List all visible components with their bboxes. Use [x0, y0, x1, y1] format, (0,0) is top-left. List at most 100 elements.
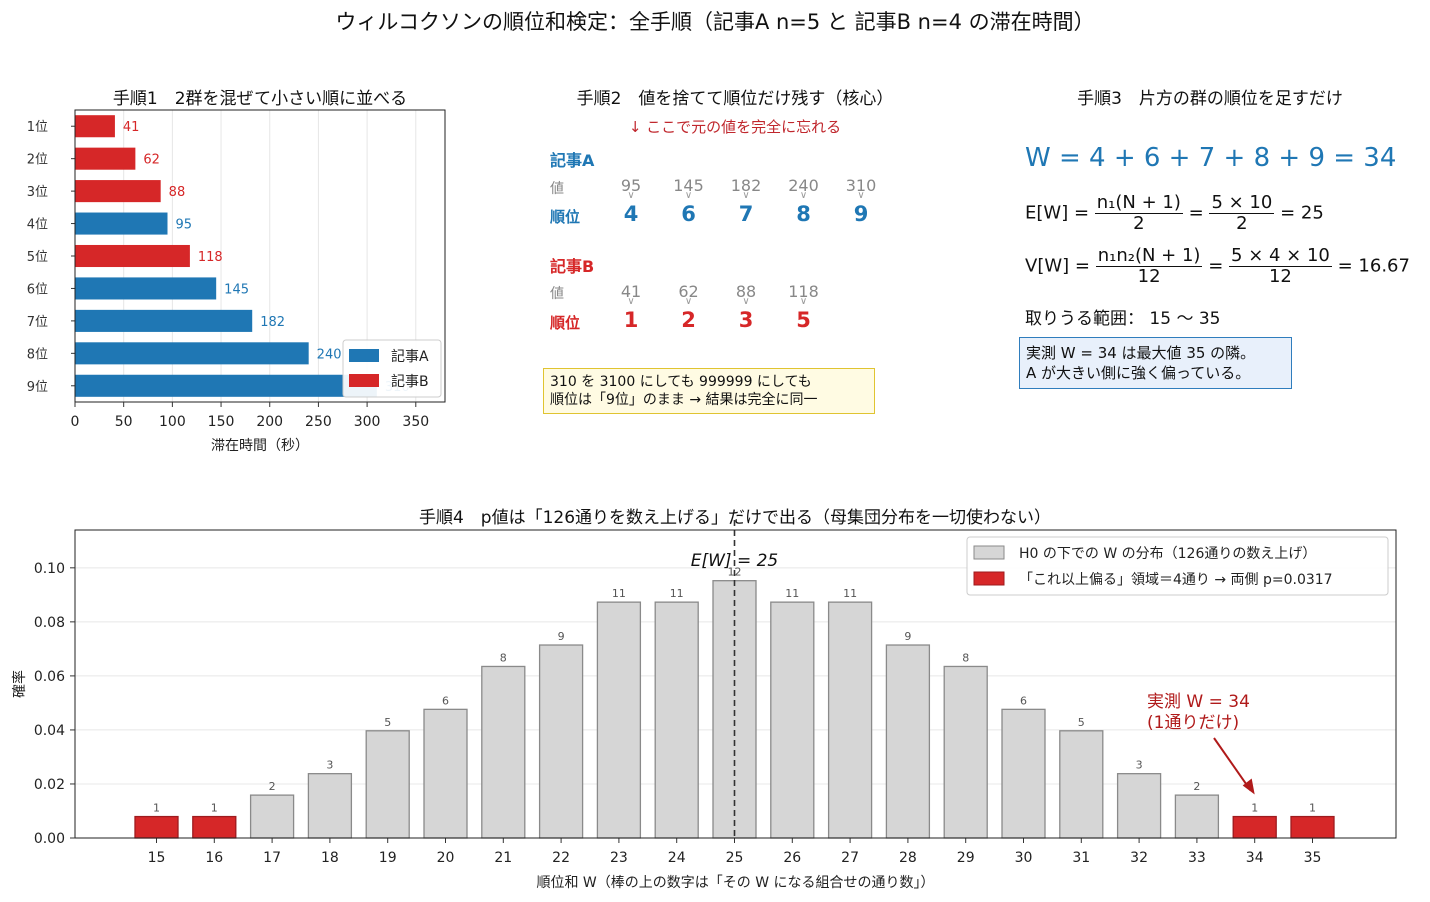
x-tick-label: 250 — [305, 414, 332, 430]
distribution-bar — [596, 601, 642, 839]
panel3-title: 手順3 片方の群の順位を足すだけ — [1077, 89, 1343, 109]
bar — [75, 309, 253, 332]
panel4-plot: 1151162173185196208219221123112412251126… — [11, 520, 1397, 891]
distribution-bar — [712, 580, 757, 839]
bar — [75, 342, 309, 365]
distribution-bar — [423, 708, 468, 839]
legend-swatch-b — [349, 374, 379, 387]
distribution-bar — [192, 815, 237, 839]
x-tick-label: 33 — [1188, 850, 1206, 866]
x-tick-label: 50 — [115, 414, 133, 430]
bar — [75, 277, 217, 300]
bar-value-label: 182 — [260, 315, 285, 330]
y-tick-label: 1位 — [27, 120, 48, 135]
bar-value-label: 240 — [317, 347, 342, 362]
arrow-down-icon: ∨ — [684, 296, 693, 307]
bar-count-label: 5 — [1078, 716, 1085, 729]
bar-value-label: 88 — [169, 185, 186, 200]
arrow-down-icon: ∨ — [742, 296, 750, 307]
x-tick-label: 24 — [668, 850, 686, 866]
x-tick-label: 35 — [1304, 850, 1322, 866]
expected-frac1: n₁(N + 1) 2 — [1094, 192, 1183, 234]
bar-count-label: 11 — [612, 587, 626, 600]
x-tick-label: 150 — [208, 414, 235, 430]
legend-label-b: 記事B — [391, 373, 429, 390]
arrow-down-icon: ∨ — [684, 190, 693, 201]
variance-frac2: 5 × 4 × 10 12 — [1229, 246, 1332, 287]
bar-count-label: 1 — [1309, 802, 1316, 815]
rank-value: 2 — [681, 308, 696, 332]
distribution-bar — [943, 665, 988, 839]
expected-den1: 2 — [1133, 213, 1145, 234]
bar-count-label: 9 — [558, 630, 565, 643]
x-tick-label: 19 — [379, 850, 397, 866]
distribution-bar — [1059, 730, 1104, 839]
distribution-bar — [481, 665, 526, 839]
distribution-bar — [770, 601, 815, 839]
bar-count-label: 11 — [785, 587, 799, 600]
bar — [75, 244, 190, 268]
bar — [75, 115, 115, 138]
rank-invariance-note: 310 を 3100 にしても 999999 にしても 順位は「9位」のまま →… — [543, 368, 875, 414]
distribution-bar — [249, 794, 295, 839]
variance-lhs: V[W] = — [1025, 255, 1090, 277]
original-value: 88 — [735, 282, 757, 301]
variance-num2: 5 × 4 × 10 — [1229, 245, 1332, 267]
observed-w-line1: 実測 W = 34 は最大値 35 の隣。 — [1026, 344, 1256, 362]
expected-label: E[W] = 25 — [691, 551, 779, 571]
observed-arrow — [1213, 737, 1252, 792]
panel1-chart: 411位622位883位954位1185位1456位1827位2408位3109… — [27, 109, 446, 454]
rank-value: 6 — [681, 202, 696, 226]
bar-count-label: 6 — [442, 694, 449, 707]
expected-den2: 2 — [1236, 213, 1248, 234]
distribution-bar — [1001, 708, 1046, 839]
x-tick-label: 28 — [899, 850, 917, 866]
arrow-down-icon: ∨ — [627, 296, 635, 307]
bar — [75, 212, 168, 235]
bar-value-label: 41 — [123, 120, 140, 135]
distribution-bar — [885, 644, 931, 839]
x-axis-label: 順位和 W（棒の上の数字は「その W になる組合せの通り数」） — [536, 875, 934, 891]
x-tick-label: 16 — [205, 850, 223, 866]
rank-value: 1 — [623, 308, 639, 332]
y-tick-label: 9位 — [27, 380, 48, 395]
observed-w-note: 実測 W = 34 は最大値 35 の隣。 A が大きい側に強く偏っている。 — [1019, 337, 1292, 389]
x-tick-label: 31 — [1072, 850, 1090, 866]
expected-num2: 5 × 10 — [1209, 192, 1275, 214]
x-tick-label: 17 — [263, 850, 281, 866]
y-tick-label: 8位 — [27, 347, 48, 362]
original-value: 95 — [620, 176, 642, 195]
bar-count-label: 2 — [269, 780, 276, 793]
y-tick-label: 0.08 — [34, 615, 65, 631]
distribution-bar — [365, 730, 410, 839]
y-axis-label: 確率 — [11, 670, 28, 698]
variance-formula: V[W] = n₁n₂(N + 1) 12 = 5 × 4 × 10 12 = … — [1025, 245, 1410, 287]
expected-formula: E[W] = n₁(N + 1) 2 = 5 × 10 2 = 25 — [1025, 192, 1324, 234]
expected-num1: n₁(N + 1) — [1094, 192, 1183, 214]
group-b-value-label: 値 — [550, 286, 564, 302]
y-tick-label: 0.10 — [34, 561, 65, 577]
arrow-down-icon: ∨ — [857, 190, 865, 201]
group-a-value-label: 値 — [550, 181, 564, 197]
bar-count-label: 8 — [962, 651, 969, 664]
y-tick-label: 0.04 — [34, 723, 65, 739]
group-b-label: 記事B — [550, 257, 595, 276]
rank-invariance-line2: 順位は「9位」のまま → 結果は完全に同一 — [550, 392, 818, 408]
original-value: 240 — [788, 176, 819, 195]
distribution-bar — [307, 773, 353, 839]
y-tick-label: 7位 — [27, 315, 48, 330]
group-b-rank-label: 順位 — [550, 314, 581, 332]
plot-frame — [74, 109, 446, 403]
bar-count-label: 2 — [1193, 780, 1200, 793]
legend-label-tail: 「これ以上偏る」領域＝4通り → 両側 p=0.0317 — [1019, 571, 1333, 588]
y-tick-label: 3位 — [27, 185, 48, 200]
observed-w-line2: A が大きい側に強く偏っている。 — [1026, 364, 1251, 382]
bar-count-label: 9 — [904, 630, 911, 643]
x-tick-label: 300 — [354, 414, 381, 430]
x-tick-label: 30 — [1015, 850, 1033, 866]
bar-count-label: 6 — [1020, 694, 1027, 707]
bar-count-label: 1 — [211, 802, 218, 815]
w-range-text: 取りうる範囲： 15 〜 35 — [1025, 309, 1221, 329]
legend-box — [966, 536, 1389, 596]
rank-value: 9 — [853, 202, 869, 226]
